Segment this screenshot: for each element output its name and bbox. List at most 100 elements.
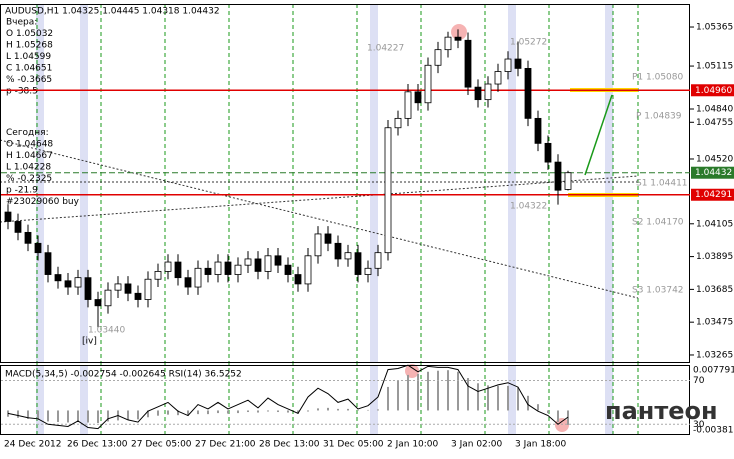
candle-body [564, 172, 572, 190]
candle-body [64, 280, 72, 288]
candle-body [534, 117, 542, 144]
y-tick-label: 1.05115 [696, 62, 733, 72]
candle-body [234, 264, 242, 275]
candle-body [334, 242, 342, 260]
candle-body [184, 277, 192, 288]
candle-body [174, 261, 182, 279]
candle-body [124, 283, 132, 294]
candle-body [514, 58, 522, 69]
candle-body [144, 278, 152, 300]
candle-body [504, 58, 512, 72]
candle-body [14, 221, 22, 233]
info-line: Сегодня: [6, 128, 49, 138]
candle-body [444, 36, 452, 51]
candle-body [54, 274, 62, 282]
candle-body [44, 252, 52, 275]
candle-body [344, 252, 352, 260]
candle-body [524, 68, 532, 119]
candle-body [114, 283, 122, 291]
annotation: [iv] [82, 337, 97, 347]
candle-body [84, 277, 92, 300]
projection-arrow [584, 94, 613, 176]
candle-body [394, 117, 402, 129]
y-tick-label: 1.04520 [696, 154, 733, 164]
candle-body [364, 267, 372, 275]
candle-body [94, 299, 102, 307]
y-tick-label: 1.03265 [696, 350, 733, 360]
level-label: 1.04291 [695, 190, 732, 200]
info-line: L 1.04228 [6, 163, 51, 173]
candle-body [34, 242, 42, 254]
candle-body [434, 49, 442, 66]
x-tick-label: 27 Dec 05:00 [131, 440, 192, 450]
info-line: O 1.05032 [6, 29, 53, 39]
candle-body [24, 231, 32, 244]
y-tick-label: 1.04105 [696, 219, 733, 229]
indicator-title: MACD(5,34,5) -0.002754 -0.002645 RSI(14)… [5, 370, 242, 380]
candle-body [264, 255, 272, 272]
macd-tick-label: -0.003811 [693, 426, 734, 436]
info-line: C 1.04651 [6, 64, 52, 74]
info-line: H 1.04667 [6, 151, 53, 161]
candle-body [134, 292, 142, 300]
x-tick-label: 24 Dec 2012 [4, 440, 62, 450]
candle-body [354, 252, 362, 275]
candle-body [244, 258, 252, 266]
rsi-tick-label: 70 [693, 376, 705, 386]
y-tick-label: 1.05365 [696, 23, 733, 33]
candle-body [254, 258, 262, 272]
annotation: 1.04227 [367, 44, 404, 54]
info-line: p -21.9 [6, 186, 38, 196]
y-tick-label: 1.04755 [696, 118, 733, 128]
indicator-frame [0, 365, 690, 435]
candle-body [314, 233, 322, 257]
annotation: P 1.04839 [636, 112, 682, 122]
y-tick-label: 1.03685 [696, 285, 733, 295]
x-tick-label: 3 Jan 18:00 [515, 440, 567, 450]
candle-body [544, 142, 552, 163]
candle-body [154, 271, 162, 280]
candle-body [284, 264, 292, 275]
rsi-line [7, 364, 569, 430]
candle-body [194, 267, 202, 288]
pivot-marker [405, 364, 419, 378]
macd-tick-label: 0.007791 [693, 366, 734, 376]
annotation: S1 1.04411 [636, 179, 688, 189]
info-line: #23029060 buy [6, 197, 80, 207]
candle-body [214, 261, 222, 275]
annotation: 1.04322 [510, 202, 547, 212]
candle-body [474, 86, 482, 101]
y-tick-label: 1.04840 [696, 105, 733, 115]
chart-title: AUDUSD,H1 1.04325 1.04445 1.04318 1.0443… [5, 7, 220, 17]
candle-body [374, 252, 382, 269]
level-box [691, 84, 734, 97]
info-line: p -38.5 [6, 87, 38, 97]
candle-body [484, 83, 492, 101]
x-tick-label: 31 Dec 05:00 [323, 440, 384, 450]
level-box [691, 166, 734, 179]
candle-body [74, 277, 82, 288]
candle-body [554, 161, 562, 191]
candle-body [324, 233, 332, 244]
candle-body [464, 39, 472, 88]
rsi-tick-label: 30 [693, 420, 705, 430]
x-tick-label: 28 Dec 13:00 [259, 440, 320, 450]
candle-body [224, 261, 232, 275]
info-line: Вчера: [6, 18, 37, 28]
level-label: 1.04432 [695, 168, 732, 178]
y-tick-label: 1.03475 [696, 318, 733, 328]
candle-body [304, 255, 312, 285]
candle-body [294, 274, 302, 285]
y-tick-label: 1.03895 [696, 252, 733, 262]
candle-body [384, 127, 392, 254]
annotation: P1 1.05080 [632, 73, 684, 83]
candle-body [164, 261, 172, 272]
info-line: O 1.04648 [6, 140, 53, 150]
pivot-marker [451, 24, 467, 40]
candle-body [204, 267, 212, 275]
candle-body [4, 211, 12, 222]
info-line: % -0.2325 [6, 174, 52, 184]
x-tick-label: 26 Dec 13:00 [67, 440, 128, 450]
candle-body [104, 289, 112, 307]
